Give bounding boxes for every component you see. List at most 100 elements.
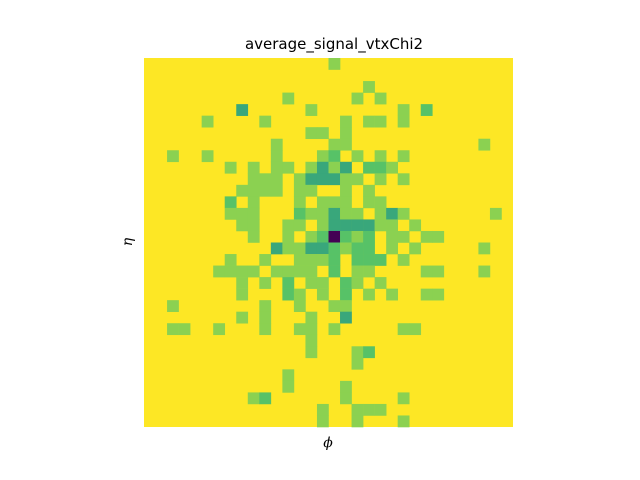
- heatmap-cell: [420, 230, 433, 243]
- heatmap-cell: [316, 254, 329, 266]
- heatmap-cell: [397, 254, 410, 266]
- heatmap-cell: [328, 196, 341, 209]
- heatmap-cell: [432, 265, 445, 278]
- heatmap-cell: [282, 219, 295, 232]
- heatmap-cell: [351, 230, 364, 243]
- heatmap-cell: [247, 184, 260, 197]
- heatmap-cell: [282, 288, 295, 301]
- heatmap-cell: [259, 300, 272, 312]
- heatmap-cell: [374, 254, 387, 266]
- heatmap-cell: [351, 150, 364, 163]
- heatmap-cell: [178, 323, 191, 336]
- heatmap-cell: [340, 230, 352, 243]
- heatmap-cell: [259, 254, 272, 266]
- heatmap-cell: [363, 219, 375, 232]
- heatmap-cell: [305, 346, 318, 359]
- heatmap-cell: [305, 104, 318, 116]
- heatmap-cell: [282, 380, 295, 393]
- heatmap-cell: [363, 242, 375, 255]
- heatmap-cell: [316, 219, 329, 232]
- heatmap-cell: [386, 161, 398, 174]
- heatmap-cell: [305, 254, 318, 266]
- heatmap-cell: [259, 392, 272, 405]
- heatmap-cell: [316, 242, 329, 255]
- heatmap-cell: [374, 403, 387, 416]
- heatmap-cell: [270, 242, 283, 255]
- heatmap-cell: [293, 323, 306, 336]
- heatmap-cell: [282, 161, 295, 174]
- heatmap-cell: [374, 277, 387, 289]
- heatmap-cell: [340, 242, 352, 255]
- heatmap-cell: [328, 150, 341, 163]
- heatmap-cell: [259, 277, 272, 289]
- heatmap-cell: [374, 219, 387, 232]
- heatmap-cell: [316, 150, 329, 163]
- heatmap-cell: [397, 104, 410, 116]
- heatmap-cell: [247, 207, 260, 220]
- heatmap-cell: [340, 277, 352, 289]
- heatmap-cell: [363, 196, 375, 209]
- heatmap-cell: [397, 115, 410, 128]
- heatmap-cell: [374, 115, 387, 128]
- heatmap-cell: [340, 219, 352, 232]
- heatmap-cell: [247, 161, 260, 174]
- heatmap-cell: [328, 254, 341, 266]
- heatmap-cell: [236, 184, 249, 197]
- heatmap-cell: [270, 138, 283, 151]
- heatmap-cell: [328, 230, 341, 243]
- heatmap-cell: [351, 92, 364, 105]
- heatmap-cell: [247, 265, 260, 278]
- heatmap-cell: [489, 207, 502, 220]
- heatmap-cell: [259, 184, 272, 197]
- heatmap-cell: [363, 115, 375, 128]
- heatmap-cell: [328, 242, 341, 255]
- heatmap-cell: [293, 242, 306, 255]
- heatmap-cell: [293, 207, 306, 220]
- heatmap-cell: [247, 219, 260, 232]
- heatmap-cell: [316, 230, 329, 243]
- heatmap-cell: [386, 230, 398, 243]
- heatmap-cell: [374, 207, 387, 220]
- heatmap-cell: [167, 150, 179, 163]
- heatmap-cell: [293, 219, 306, 232]
- heatmap-cell: [432, 230, 445, 243]
- heatmap-cell: [236, 288, 249, 301]
- heatmap-cell: [270, 184, 283, 197]
- heatmap-cell: [386, 219, 398, 232]
- heatmap-cell: [305, 242, 318, 255]
- heatmap-cell: [293, 196, 306, 209]
- heatmap-cell: [351, 254, 364, 266]
- heatmap-cell: [305, 207, 318, 220]
- heatmap-cell: [340, 161, 352, 174]
- heatmap-cell: [340, 392, 352, 405]
- heatmap-cell: [351, 219, 364, 232]
- heatmap-cell: [340, 207, 352, 220]
- heatmap-cell: [363, 161, 375, 174]
- heatmap-cell: [224, 265, 237, 278]
- heatmap-cell: [259, 311, 272, 324]
- y-axis-label: η: [120, 237, 136, 246]
- heatmap-cell: [351, 265, 364, 278]
- heatmap-cell: [340, 288, 352, 301]
- heatmap-cell: [340, 127, 352, 140]
- heatmap-cell: [305, 184, 318, 197]
- heatmap-cell: [224, 196, 237, 209]
- heatmap-cell: [305, 265, 318, 278]
- heatmap-cell: [386, 288, 398, 301]
- heatmap-cell: [316, 127, 329, 140]
- heatmap-cell: [397, 415, 410, 428]
- heatmap-cell: [293, 173, 306, 186]
- heatmap-cell: [270, 161, 283, 174]
- heatmap-cell: [420, 265, 433, 278]
- heatmap-cell: [270, 265, 283, 278]
- heatmap-cell: [305, 161, 318, 174]
- heatmap-cell: [305, 277, 318, 289]
- heatmap-cell: [374, 150, 387, 163]
- heatmap-cell: [224, 161, 237, 174]
- heatmap-cell: [282, 277, 295, 289]
- chart-title: average_signal_vtxChi2: [245, 35, 423, 54]
- heatmap-cell: [432, 288, 445, 301]
- heatmap-cell: [316, 403, 329, 416]
- heatmap-cell: [247, 196, 260, 209]
